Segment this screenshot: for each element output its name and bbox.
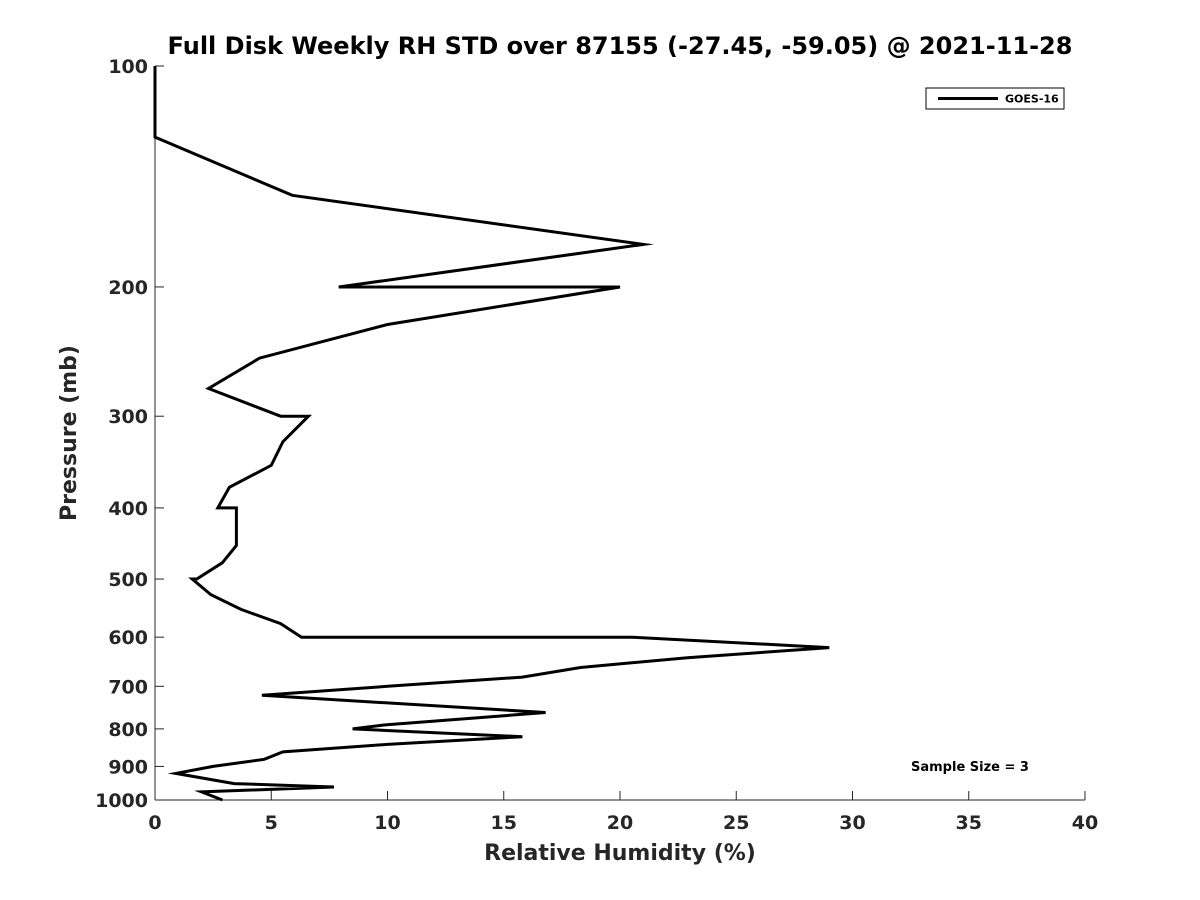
- x-tick-label: 25: [723, 812, 749, 834]
- y-tick-label: 300: [108, 406, 148, 428]
- chart-title: Full Disk Weekly RH STD over 87155 (-27.…: [168, 32, 1073, 60]
- legend: GOES-16: [925, 87, 1065, 110]
- axes: 0 5 10 15 20 25 30 35 40 100 200 300 400 500 600 700 800…: [95, 56, 1098, 834]
- y-tick-label: 200: [108, 277, 148, 299]
- x-tick-label: 30: [839, 812, 865, 834]
- y-tick-label: 600: [108, 627, 148, 649]
- sample-size-annotation: Sample Size = 3: [911, 760, 1029, 775]
- plot-area: [153, 66, 830, 802]
- y-tick-label: 800: [108, 719, 148, 741]
- x-tick-label: 0: [148, 812, 161, 834]
- x-tick-label: 40: [1072, 812, 1098, 834]
- y-tick-label: 900: [108, 756, 148, 778]
- y-tick-label: 700: [108, 676, 148, 698]
- x-tick-label: 20: [607, 812, 633, 834]
- y-tick-label: 500: [108, 569, 148, 591]
- legend-label-goes-16: GOES-16: [1005, 93, 1059, 106]
- y-tick-label: 100: [108, 56, 148, 78]
- y-tick-label: 400: [108, 498, 148, 520]
- x-tick-label: 15: [491, 812, 517, 834]
- x-tick-label: 10: [374, 812, 400, 834]
- y-tick-label: 1000: [95, 790, 148, 812]
- x-tick-label: 35: [956, 812, 982, 834]
- x-tick-label: 5: [265, 812, 278, 834]
- x-axis-label: Relative Humidity (%): [484, 841, 756, 866]
- y-axis-label: Pressure (mb): [57, 345, 82, 521]
- series-line-goes-16: [153, 66, 830, 802]
